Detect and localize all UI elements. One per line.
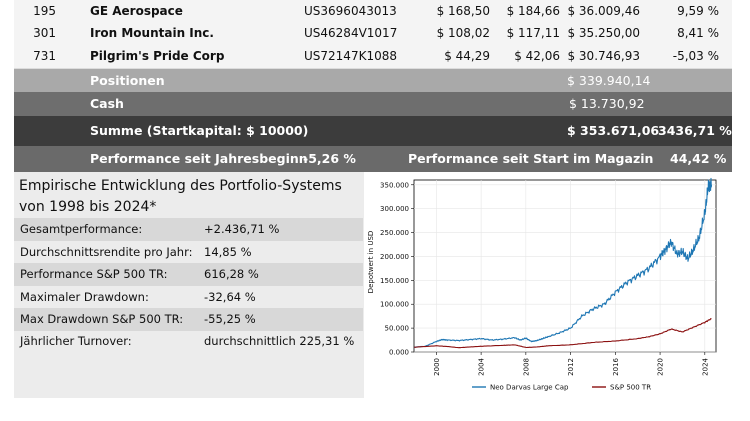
positions-value: $ 339.940,14	[567, 73, 651, 88]
holding-performance: 9,59 %	[677, 4, 719, 18]
y-tick-label: 250.000	[380, 229, 409, 237]
stat-row: Performance S&P 500 TR: 616,28 %	[14, 263, 363, 286]
holding-name: GE Aerospace	[90, 4, 183, 18]
holding-row-1: 301 Iron Mountain Inc. US46284V1017 $ 10…	[14, 22, 732, 46]
since-start-value: 44,42 %	[670, 151, 727, 166]
legend-label: Neo Darvas Large Cap	[490, 384, 569, 392]
ytd-label: Performance seit Jahresbeginn	[90, 151, 308, 166]
sum-band: Summe (Startkapital: $ 10000) $ 353.671,…	[14, 116, 732, 146]
x-tick-label: 2012	[567, 358, 575, 376]
holding-current-price: $ 184,66	[506, 4, 560, 18]
empirical-title: Empirische Entwicklung des Portfolio-Sys…	[19, 176, 364, 218]
holding-nr: 731	[33, 49, 56, 63]
holding-performance: 8,41 %	[677, 26, 719, 40]
x-tick-label: 2008	[522, 358, 530, 376]
holding-current-price: $ 42,06	[514, 49, 560, 63]
legend-label: S&P 500 TR	[610, 384, 651, 392]
y-tick-label: 0.000	[389, 349, 409, 357]
positions-band: Positionen $ 339.940,14	[14, 69, 732, 92]
stat-row: Gesamtperformance: +2.436,71 %	[14, 218, 363, 241]
stat-row: Jährlicher Turnover: durchschnittlich 22…	[14, 330, 363, 353]
performance-chart-svg: 0.000 50.000 100.000 150.000 200.000 250.000 3…	[367, 177, 717, 392]
stat-row: Maximaler Drawdown: -32,64 %	[14, 286, 363, 309]
holding-buy-price: $ 168,50	[436, 4, 490, 18]
sum-performance: 3436,71 %	[658, 123, 732, 138]
y-axis-label: Depotwert in USD	[367, 231, 375, 294]
stat-value: 14,85 %	[204, 245, 252, 259]
holding-nr: 195	[33, 4, 56, 18]
performance-band: Performance seit Jahresbeginn -5,26 % Pe…	[14, 146, 732, 172]
since-start-label: Performance seit Start im Magazin	[408, 151, 654, 166]
holding-value: $ 30.746,93	[567, 49, 640, 63]
holding-row-2: 731 Pilgrim's Pride Corp US72147K1088 $ …	[14, 45, 732, 69]
stat-value: -32,64 %	[204, 290, 256, 304]
performance-chart: 0.000 50.000 100.000 150.000 200.000 250.000 3…	[364, 172, 732, 398]
holding-current-price: $ 117,11	[506, 26, 560, 40]
stat-label: Max Drawdown S&P 500 TR:	[20, 312, 184, 326]
y-tick-label: 100.000	[380, 301, 409, 309]
series-line-sp500	[414, 318, 712, 349]
positions-label: Positionen	[90, 73, 165, 88]
stat-value: +2.436,71 %	[204, 222, 280, 236]
x-tick-label: 2004	[478, 357, 486, 375]
y-tick-label: 200.000	[380, 253, 409, 261]
sum-label: Summe (Startkapital: $ 10000)	[90, 123, 309, 138]
cash-label: Cash	[90, 96, 124, 111]
sum-value: $ 353.671,06	[567, 123, 660, 138]
ytd-value: -5,26 %	[303, 151, 356, 166]
stat-label: Maximaler Drawdown:	[20, 290, 149, 304]
stat-label: Performance S&P 500 TR:	[20, 267, 168, 281]
holding-isin: US46284V1017	[304, 26, 398, 40]
y-tick-label: 300.000	[380, 205, 409, 213]
holding-isin: US72147K1088	[304, 49, 397, 63]
x-tick-label: 2000	[433, 358, 441, 376]
stat-value: -55,25 %	[204, 312, 256, 326]
stat-value: durchschnittlich 225,31 %	[204, 334, 355, 348]
holding-name: Pilgrim's Pride Corp	[90, 49, 225, 63]
holding-value: $ 36.009,46	[567, 4, 640, 18]
cash-band: Cash $ 13.730,92	[14, 92, 732, 116]
holding-row-0: 195 GE Aerospace US3696043013 $ 168,50 $…	[14, 0, 732, 24]
stat-label: Gesamtperformance:	[20, 222, 143, 236]
cash-value: $ 13.730,92	[569, 96, 645, 111]
holding-buy-price: $ 108,02	[436, 26, 490, 40]
stat-row: Durchschnittsrendite pro Jahr: 14,85 %	[14, 241, 363, 264]
plot-area	[413, 179, 717, 353]
holding-nr: 301	[33, 26, 56, 40]
empirical-title-line2: von 1998 bis 2024*	[19, 199, 157, 215]
holding-buy-price: $ 44,29	[444, 49, 490, 63]
holding-performance: -5,03 %	[672, 49, 719, 63]
holding-isin: US3696043013	[304, 4, 397, 18]
x-tick-label: 2024	[701, 357, 709, 375]
y-tick-label: 350.000	[380, 181, 409, 189]
stat-label: Jährlicher Turnover:	[20, 334, 132, 348]
stat-value: 616,28 %	[204, 267, 259, 281]
y-tick-label: 150.000	[380, 277, 409, 285]
stat-row: Max Drawdown S&P 500 TR: -55,25 %	[14, 308, 363, 331]
chart-legend: Neo Darvas Large Cap S&P 500 TR	[472, 384, 651, 392]
holding-name: Iron Mountain Inc.	[90, 26, 214, 40]
empirical-title-line1: Empirische Entwicklung des Portfolio-Sys…	[19, 178, 342, 194]
y-tick-label: 50.000	[385, 325, 410, 333]
stat-label: Durchschnittsrendite pro Jahr:	[20, 245, 193, 259]
series-line-neo-darvas	[414, 177, 713, 348]
x-tick-label: 2020	[657, 358, 665, 376]
x-tick-label: 2016	[612, 357, 620, 375]
holding-value: $ 35.250,00	[567, 26, 640, 40]
